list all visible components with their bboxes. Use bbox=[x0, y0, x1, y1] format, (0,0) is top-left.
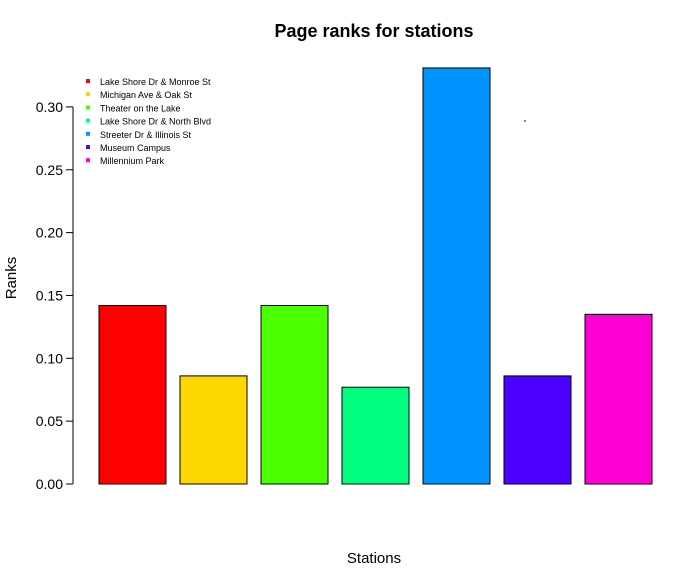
y-tick-label: 0.30 bbox=[36, 99, 63, 115]
x-axis-label: Stations bbox=[347, 550, 401, 567]
y-axis-label: Ranks bbox=[3, 257, 20, 300]
legend-swatch bbox=[86, 105, 90, 110]
legend-swatch bbox=[86, 92, 90, 97]
legend-entry: Millennium Park bbox=[100, 156, 165, 166]
bars bbox=[98, 67, 653, 485]
legend-swatch bbox=[86, 145, 90, 149]
y-axis: 0.00 0.05 0.10 0.15 0.20 0.25 0.30 bbox=[36, 99, 74, 492]
y-tick-label: 0.25 bbox=[36, 162, 63, 178]
legend-entry: Streeter Dr & Illinois St bbox=[100, 130, 192, 140]
y-tick-label: 0.05 bbox=[36, 413, 63, 429]
legend-swatch bbox=[86, 131, 90, 136]
bar bbox=[179, 375, 248, 485]
bar bbox=[260, 305, 329, 485]
legend-swatch bbox=[86, 118, 90, 123]
y-tick-label: 0.15 bbox=[36, 287, 63, 303]
legend: Lake Shore Dr & Monroe St Michigan Ave & … bbox=[86, 77, 211, 166]
bar bbox=[584, 313, 653, 485]
y-tick-label: 0.20 bbox=[36, 225, 63, 241]
legend-entry: Lake Shore Dr & North Blvd bbox=[100, 117, 211, 127]
chart-title: Page ranks for stations bbox=[274, 21, 473, 41]
bar bbox=[422, 67, 491, 485]
bar bbox=[503, 375, 572, 485]
legend-entry: Museum Campus bbox=[100, 143, 171, 153]
legend-entry: Theater on the Lake bbox=[100, 103, 181, 113]
bar bbox=[341, 386, 410, 485]
y-tick-label: 0.10 bbox=[36, 350, 63, 366]
legend-entry: Lake Shore Dr & Monroe St bbox=[100, 77, 211, 87]
y-tick-label: 0.00 bbox=[36, 476, 63, 492]
legend-swatch bbox=[86, 158, 90, 163]
bar bbox=[98, 305, 167, 485]
legend-entry: Michigan Ave & Oak St bbox=[100, 90, 192, 100]
legend-swatch bbox=[86, 79, 90, 83]
stray-point-marker bbox=[524, 120, 526, 122]
